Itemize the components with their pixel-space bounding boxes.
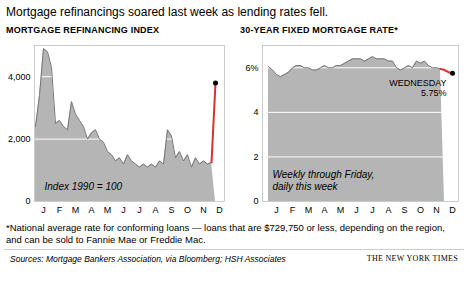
svg-text:J: J: [370, 205, 375, 215]
svg-text:M: M: [72, 205, 80, 215]
html-text:30-YEAR FIXED MORTGAGE RATE*: 30-YEAR FIXED MORTGAGE RATE*: [240, 25, 398, 35]
svg-text:4: 4: [253, 107, 258, 117]
svg-text:J: J: [274, 205, 279, 215]
html-text:*National average rate for con: *National average rate for conforming lo…: [6, 222, 445, 245]
svg-text:J: J: [121, 205, 126, 215]
svg-text:A: A: [321, 205, 327, 215]
svg-text:2,000: 2,000: [8, 134, 31, 144]
svg-text:Index 1990 = 100: Index 1990 = 100: [45, 181, 123, 192]
svg-text:A: A: [152, 205, 158, 215]
svg-text:M: M: [337, 205, 345, 215]
svg-text:M: M: [104, 205, 112, 215]
svg-text:F: F: [57, 205, 63, 215]
svg-text:4,000: 4,000: [8, 72, 31, 82]
svg-text:J: J: [137, 205, 142, 215]
svg-text:O: O: [184, 205, 191, 215]
html-text:MORTGAGE REFINANCING INDEX: MORTGAGE REFINANCING INDEX: [6, 25, 160, 35]
svg-text:M: M: [305, 205, 313, 215]
svg-text:WEDNESDAY5.75%: WEDNESDAY5.75%: [389, 78, 446, 98]
svg-text:A: A: [88, 205, 94, 215]
svg-text:O: O: [417, 205, 424, 215]
html-text:Mortgage refinancings soared l: Mortgage refinancings soared last week a…: [6, 5, 329, 19]
svg-text:N: N: [433, 205, 440, 215]
svg-text:0: 0: [25, 196, 30, 206]
svg-text:N: N: [200, 205, 207, 215]
svg-text:6%: 6%: [245, 63, 258, 73]
svg-text:D: D: [216, 205, 223, 215]
svg-text:F: F: [290, 205, 296, 215]
svg-text:Weekly through Friday,daily th: Weekly through Friday,daily this week: [273, 169, 375, 192]
svg-text:D: D: [449, 205, 456, 215]
svg-text:J: J: [41, 205, 46, 215]
html-text:THE NEW YORK TIMES: THE NEW YORK TIMES: [366, 254, 458, 263]
svg-text:0: 0: [253, 196, 258, 206]
svg-text:S: S: [401, 205, 407, 215]
svg-text:A: A: [385, 205, 391, 215]
svg-text:2: 2: [253, 152, 258, 162]
svg-text:S: S: [168, 205, 174, 215]
html-text:Sources: Mortgage Bankers Asso: Sources: Mortgage Bankers Association, v…: [10, 254, 286, 264]
svg-text:J: J: [354, 205, 359, 215]
